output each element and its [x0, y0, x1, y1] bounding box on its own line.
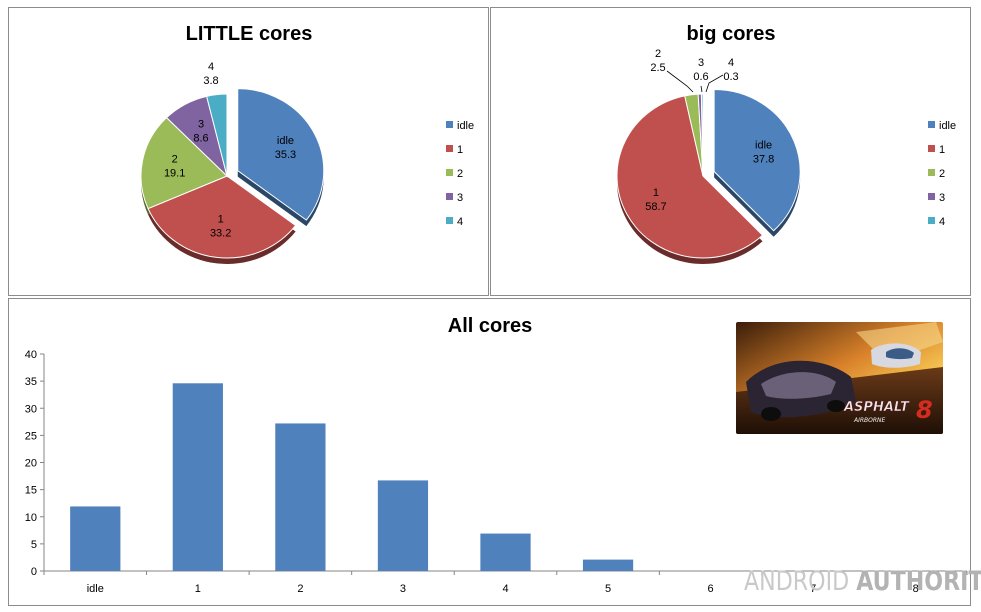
big-legend-swatch-1 — [928, 145, 935, 152]
big-label-value-idle: 37.8 — [753, 154, 774, 166]
little-legend-label-1: 1 — [457, 144, 463, 156]
little-label-value-idle: 35.3 — [275, 149, 296, 161]
little-pie-slices — [140, 88, 325, 259]
little-legend-swatch-3 — [446, 193, 453, 200]
little-legend: idle 1 2 3 4 — [446, 120, 474, 228]
little-legend-label-idle: idle — [457, 120, 474, 132]
little-legend-label-2: 2 — [457, 168, 463, 180]
x-tick-label-4: 4 — [502, 583, 508, 595]
little-legend-swatch-1 — [446, 145, 453, 152]
big-label-value-1: 58.7 — [645, 201, 666, 213]
big-legend-label-4: 4 — [939, 216, 945, 228]
big-title: big cores — [687, 23, 776, 45]
big-label-value-2: 2.5 — [650, 62, 665, 74]
big-legend-swatch-2 — [928, 169, 935, 176]
big-label-name-4: 4 — [728, 57, 734, 69]
y-tick-label-10: 10 — [25, 512, 37, 524]
bar-5 — [582, 559, 634, 571]
little-slice-4 — [206, 93, 228, 177]
big-legend-swatch-idle — [928, 121, 935, 128]
svg-text:8: 8 — [916, 396, 933, 424]
y-tick-label-25: 25 — [25, 430, 37, 442]
little-slice-1 — [147, 175, 297, 259]
big-leader-2 — [666, 70, 694, 93]
y-tick-label-35: 35 — [25, 376, 37, 388]
little-label-value-3: 8.6 — [193, 133, 208, 145]
big-legend-label-idle: idle — [939, 120, 956, 132]
big-legend-swatch-3 — [928, 193, 935, 200]
x-tick-label-5: 5 — [605, 583, 611, 595]
little-label-name-3: 3 — [198, 119, 204, 131]
bar-3 — [377, 480, 429, 571]
big-slice-1 — [616, 95, 764, 259]
asphalt-8-game-image: ASPHALT 8 AIRBORNE — [736, 322, 943, 434]
big-label-name-1: 1 — [653, 187, 659, 199]
big-leader-4 — [705, 74, 724, 93]
x-tick-label-3: 3 — [400, 583, 406, 595]
little-label-value-4: 3.8 — [203, 75, 218, 87]
big-legend-label-2: 2 — [939, 168, 945, 180]
y-tick-label-40: 40 — [25, 349, 37, 361]
svg-text:ASPHALT: ASPHALT — [843, 400, 910, 415]
big-pie-slices — [616, 89, 801, 259]
big-slice-4 — [700, 93, 704, 177]
little-label-name-4: 4 — [208, 61, 214, 73]
big-legend: idle 1 2 3 4 — [928, 120, 956, 228]
y-tick-label-30: 30 — [25, 403, 37, 415]
x-tick-label-idle: idle — [87, 583, 104, 595]
y-tick-label-15: 15 — [25, 485, 37, 497]
big-legend-label-3: 3 — [939, 192, 945, 204]
all-cores-bar-svg: All cores 0 5 10 15 20 25 30 35 40 idle 1 2 3 4 5 6 7 8 — [25, 315, 968, 595]
little-legend-label-4: 4 — [457, 216, 463, 228]
little-cores-chart: LITTLE cores idle 35.3 1 33.2 2 19.1 3 8.6 4 3.8 id… — [8, 7, 489, 296]
y-ticks: 0 5 10 15 20 25 30 35 40 — [25, 349, 44, 578]
little-legend-swatch-4 — [446, 217, 453, 224]
svg-text:AIRBORNE: AIRBORNE — [853, 417, 886, 424]
big-label-value-4: 0.3 — [723, 71, 738, 83]
watermark-part1: ANDROID — [744, 566, 850, 597]
x-tick-label-1: 1 — [195, 583, 201, 595]
little-label-name-2: 2 — [172, 153, 178, 165]
y-tick-label-5: 5 — [31, 539, 37, 551]
big-label-name-idle: idle — [755, 140, 772, 152]
big-label-name-3: 3 — [698, 57, 704, 69]
little-legend-swatch-idle — [446, 121, 453, 128]
little-cores-pie-svg: LITTLE coresidle35.3133.2219.138.643.8id… — [140, 23, 474, 264]
all-title: All cores — [448, 315, 532, 337]
bar-4 — [480, 533, 531, 571]
big-label-name-2: 2 — [655, 48, 661, 60]
little-title: LITTLE cores — [186, 23, 313, 45]
little-label-name-1: 1 — [218, 213, 224, 225]
y-tick-label-20: 20 — [25, 458, 37, 470]
x-tick-label-2: 2 — [297, 583, 303, 595]
little-label-name-idle: idle — [277, 135, 294, 147]
x-ticks: idle 1 2 3 4 5 6 7 8 — [43, 571, 968, 595]
little-legend-swatch-2 — [446, 169, 453, 176]
big-cores-pie-svg: big cores idle 37.8 1 58.7 2 2.5 3 0.6 4 0.3 idle 1 2… — [616, 23, 956, 264]
little-slice-2 — [140, 116, 228, 210]
x-tick-label-6: 6 — [708, 583, 714, 595]
big-slice-idle — [713, 89, 801, 232]
big-leader-3 — [700, 85, 703, 93]
big-pie-labels: idle 37.8 1 58.7 2 2.5 3 0.6 4 0.3 — [645, 48, 774, 213]
big-label-value-3: 0.6 — [693, 71, 708, 83]
watermark-part2: AUTHORITY — [856, 566, 981, 597]
big-legend-swatch-4 — [928, 217, 935, 224]
bar-2 — [275, 423, 326, 571]
bar-1 — [172, 383, 223, 571]
big-legend-label-1: 1 — [939, 144, 945, 156]
big-cores-chart: big cores idle 37.8 1 58.7 2 2.5 3 0.6 4 0.3 idle 1 2… — [490, 7, 971, 296]
little-label-value-2: 19.1 — [164, 167, 185, 179]
little-legend-label-3: 3 — [457, 192, 463, 204]
y-tick-label-0: 0 — [31, 566, 37, 578]
watermark: ANDROID AUTHORITY — [744, 566, 981, 597]
little-pie-labels: idle 35.3 1 33.2 2 19.1 3 8.6 4 3.8 — [164, 61, 296, 239]
bar-idle — [70, 506, 121, 571]
x-tick-label-7: 7 — [810, 583, 816, 595]
x-tick-label-8: 8 — [913, 583, 919, 595]
bars — [70, 383, 634, 571]
little-slice-idle — [237, 88, 325, 221]
little-label-value-1: 33.2 — [210, 227, 231, 239]
